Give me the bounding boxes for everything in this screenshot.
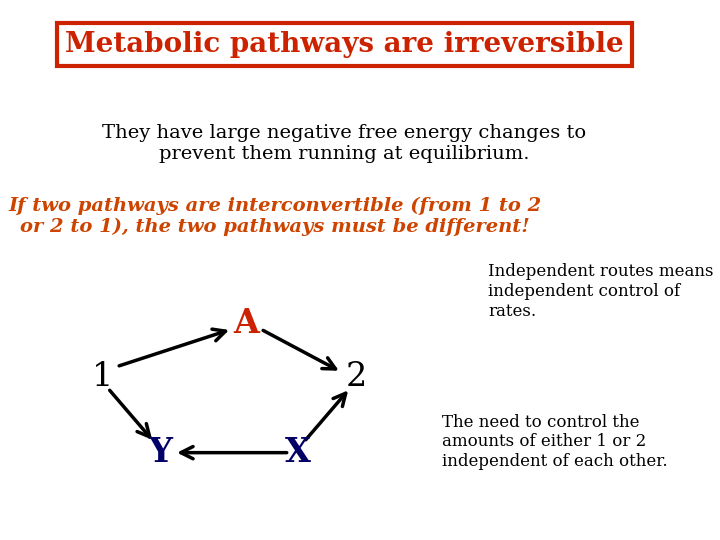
Text: If two pathways are interconvertible (from 1 to 2
or 2 to 1), the two pathways m: If two pathways are interconvertible (fr… [9, 197, 541, 236]
Text: 2: 2 [345, 361, 366, 394]
Text: X: X [285, 436, 311, 469]
Text: 1: 1 [91, 361, 113, 394]
Text: The need to control the
amounts of either 1 or 2
independent of each other.: The need to control the amounts of eithe… [442, 414, 668, 470]
Text: They have large negative free energy changes to
prevent them running at equilibr: They have large negative free energy cha… [102, 124, 586, 163]
Text: Metabolic pathways are irreversible: Metabolic pathways are irreversible [65, 31, 624, 58]
Text: Independent routes means
independent control of
rates.: Independent routes means independent con… [488, 264, 714, 320]
Text: Y: Y [148, 436, 172, 469]
Text: A: A [233, 307, 259, 340]
